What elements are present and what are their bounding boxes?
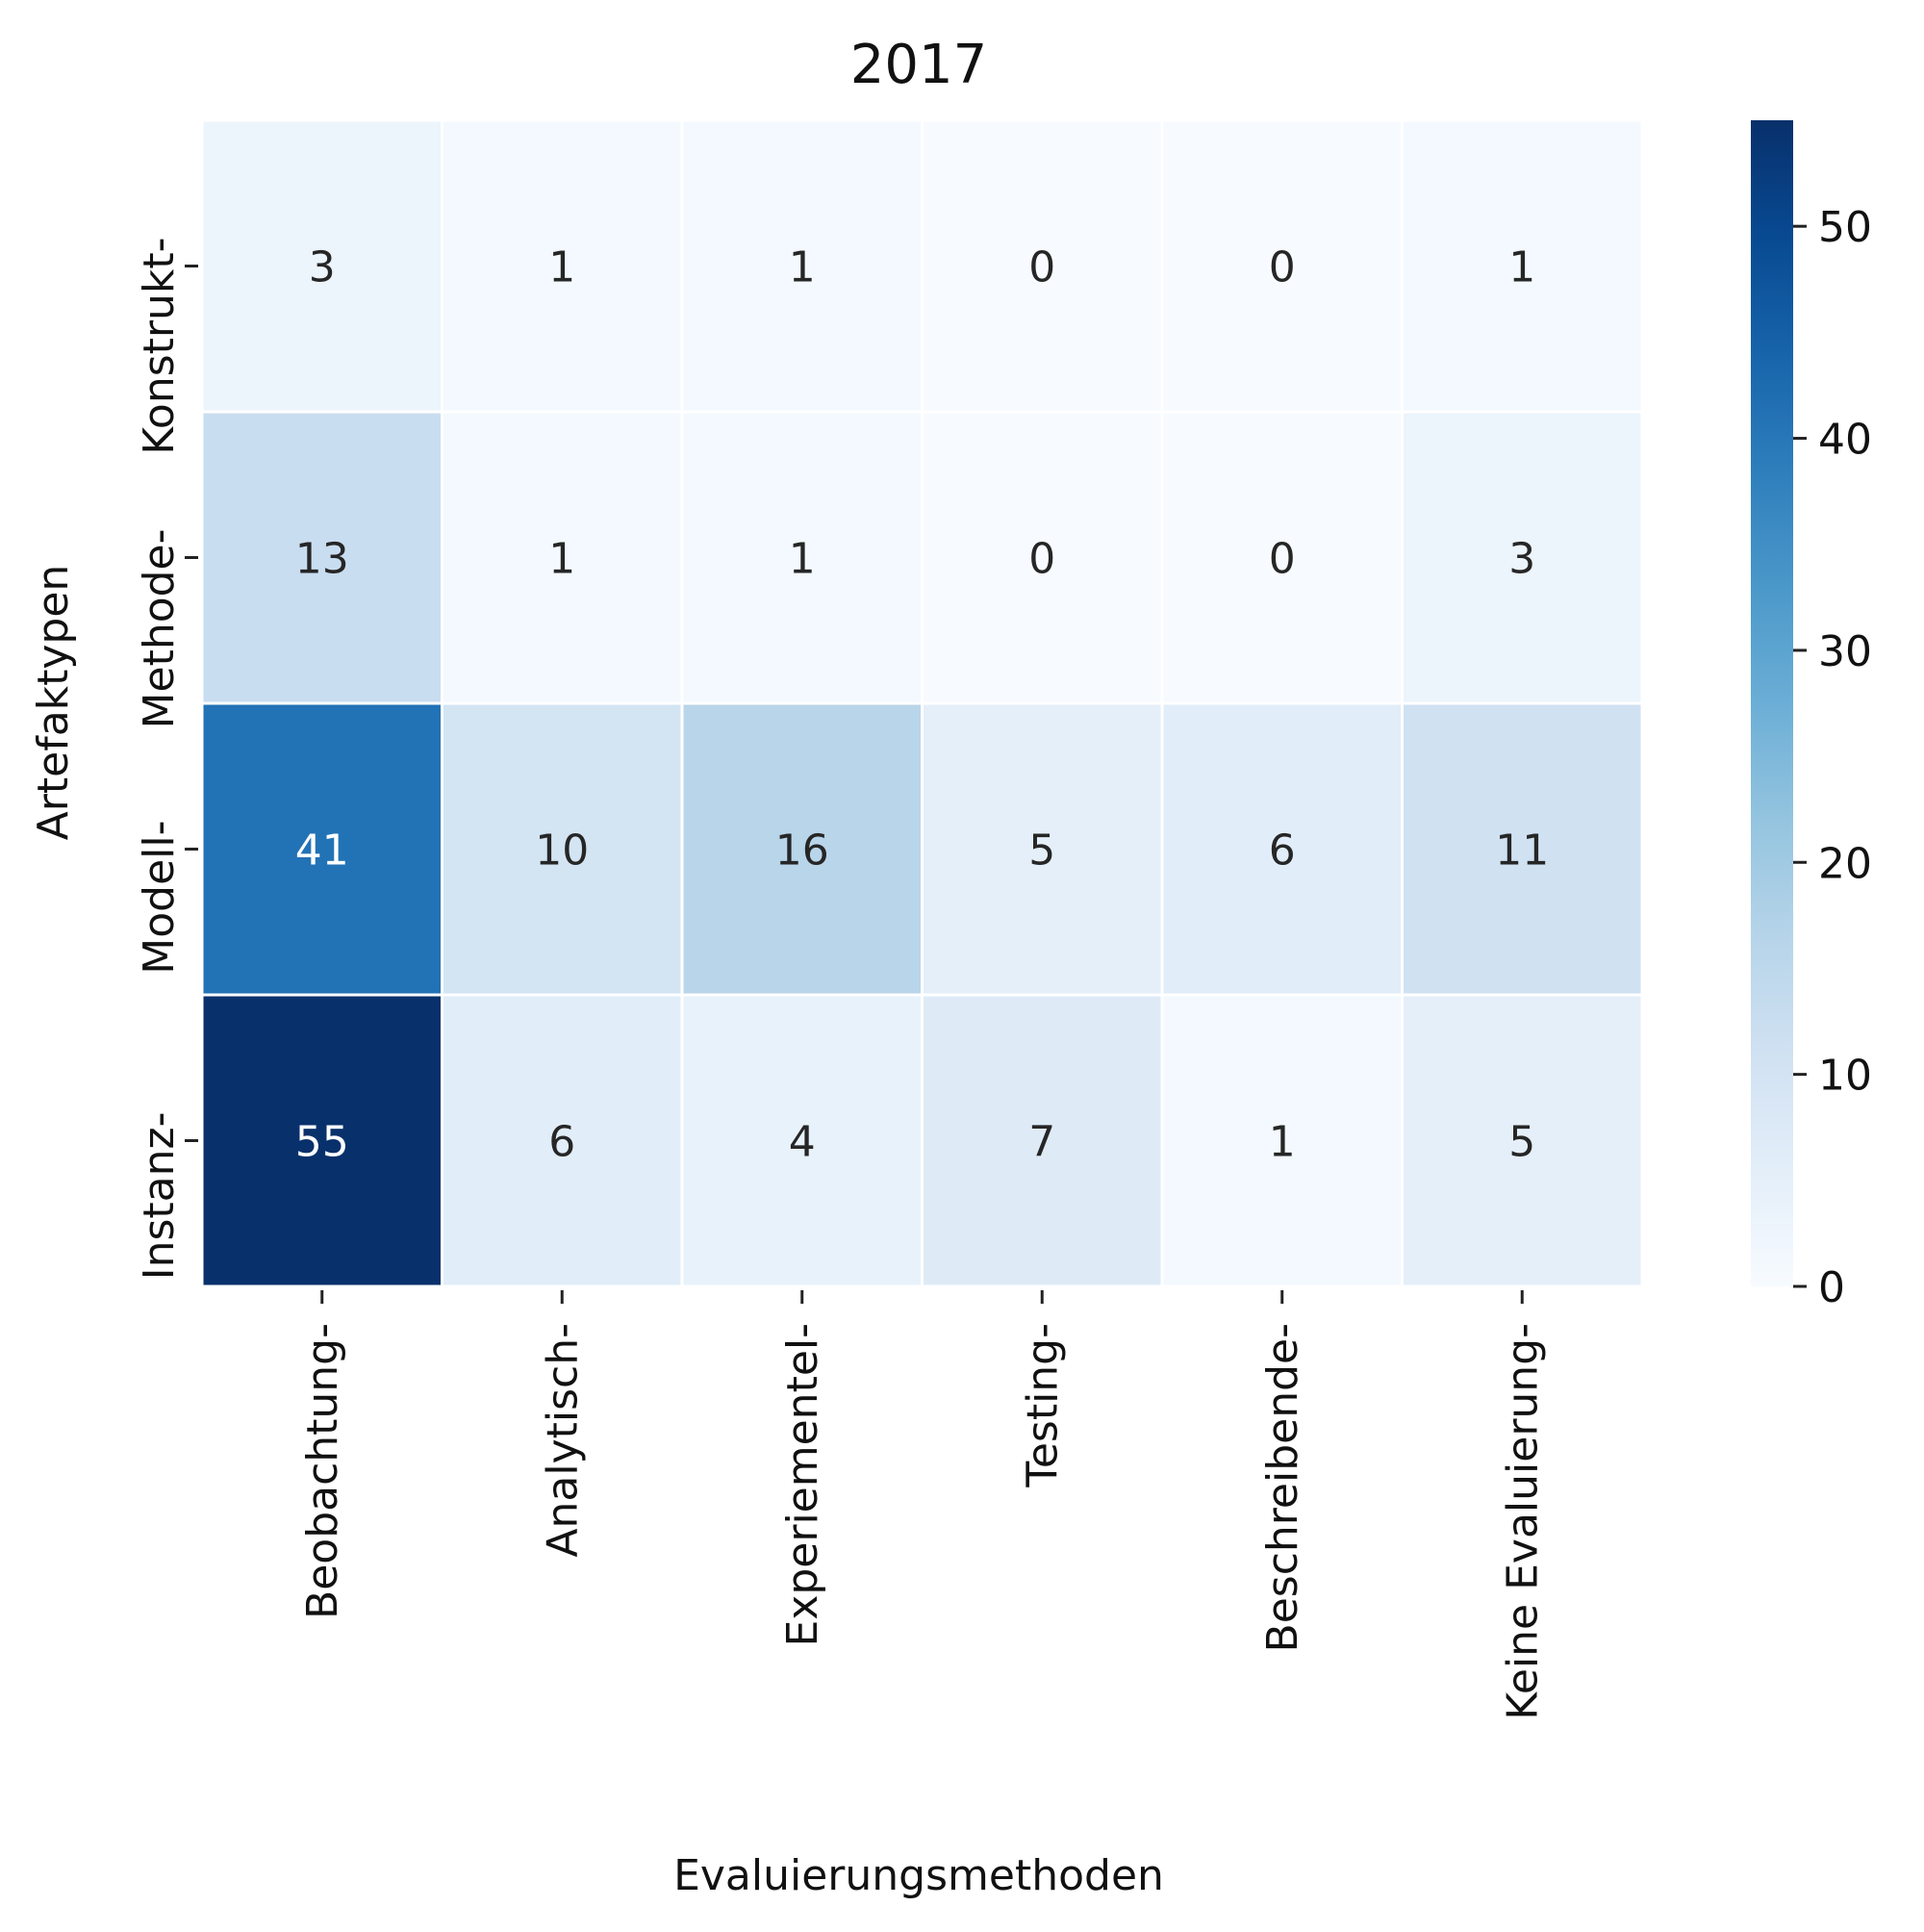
cell-value-label: 0 — [1028, 243, 1055, 292]
cell-value-label: 3 — [1508, 535, 1535, 584]
cell-value-label: 55 — [295, 1118, 349, 1167]
colorbar-tick-label: 40 — [1818, 416, 1872, 465]
cell-value-label: 1 — [789, 243, 816, 292]
colorbar-tick-label: 10 — [1818, 1052, 1872, 1101]
cell-value-label: 7 — [1028, 1118, 1055, 1167]
cell-value-label: 1 — [1269, 1118, 1296, 1167]
x-tick-label: Beschreibende- — [1258, 1323, 1307, 1652]
cell-value-label: 1 — [789, 535, 816, 584]
y-tick-label: Methode- — [135, 529, 184, 729]
cell-value-label: 5 — [1508, 1118, 1535, 1167]
heatmap-cell — [680, 993, 924, 1288]
cell-value-label: 3 — [309, 243, 336, 292]
heatmap-cell — [441, 410, 684, 705]
colorbar-tick-label: 20 — [1818, 839, 1872, 888]
heatmap-cell — [1160, 701, 1404, 997]
heatmap-cell — [921, 701, 1164, 997]
cell-value-label: 10 — [535, 826, 589, 876]
heatmap-cell — [1401, 410, 1644, 705]
y-axis-label: Artefaktypen — [29, 565, 78, 841]
y-tick-label: Konstrukt- — [135, 238, 184, 455]
cell-value-label: 1 — [1508, 243, 1535, 292]
colorbar: 0 10 20 30 40 50 — [1751, 120, 1872, 1312]
heatmap-cell — [680, 701, 924, 997]
heatmap-cell — [1401, 993, 1644, 1288]
heatmap-cell — [1401, 701, 1644, 997]
heatmap-cell — [1401, 118, 1644, 414]
x-axis-label: Evaluierungsmethoden — [673, 1851, 1164, 1900]
cell-value-label: 0 — [1269, 535, 1296, 584]
y-tick-label: Instanz- — [135, 1112, 184, 1281]
heatmap-cell — [921, 410, 1164, 705]
chart-title: 2017 — [850, 34, 988, 96]
colorbar-gradient — [1751, 120, 1793, 1286]
y-tick-label: Modell- — [135, 821, 184, 975]
colorbar-tick-label: 50 — [1818, 203, 1872, 252]
cell-value-label: 0 — [1028, 535, 1055, 584]
cell-value-label: 4 — [789, 1118, 816, 1167]
heatmap-cell — [200, 993, 443, 1288]
x-tick-label: Beobachtung- — [298, 1323, 347, 1619]
x-tick-label: Experiementel- — [778, 1323, 827, 1646]
x-axis-ticks: Beobachtung- Analytisch- Experiementel- Tes… — [298, 1290, 1547, 1720]
cell-value-label: 6 — [548, 1118, 575, 1167]
cell-value-label: 11 — [1495, 826, 1549, 876]
heatmap-cell — [1160, 118, 1404, 414]
cell-value-label: 1 — [548, 535, 575, 584]
heatmap-cell — [200, 701, 443, 997]
cell-value-label: 0 — [1269, 243, 1296, 292]
heatmap-cell — [200, 118, 443, 414]
y-axis-ticks: Konstrukt- Methode- Modell- Instanz- — [135, 238, 198, 1281]
heatmap-cell — [441, 118, 684, 414]
cell-value-label: 41 — [295, 826, 349, 876]
colorbar-tick-label: 30 — [1818, 627, 1872, 676]
colorbar-tick-label: 0 — [1818, 1263, 1845, 1312]
x-tick-label: Testing- — [1018, 1323, 1067, 1488]
x-tick-label: Analytisch- — [538, 1323, 587, 1558]
x-tick-label: Keine Evaluierung- — [1498, 1323, 1547, 1720]
cell-value-label: 6 — [1269, 826, 1296, 876]
heatmap-cell — [680, 118, 924, 414]
heatmap-cell — [921, 118, 1164, 414]
heatmap-cell — [441, 701, 684, 997]
cell-value-label: 5 — [1028, 826, 1055, 876]
heatmap-cell — [921, 993, 1164, 1288]
heatmap-cell — [1160, 993, 1404, 1288]
cell-value-label: 16 — [775, 826, 829, 876]
cell-value-label: 13 — [295, 535, 349, 584]
heatmap-cell — [441, 993, 684, 1288]
cell-value-label: 1 — [548, 243, 575, 292]
